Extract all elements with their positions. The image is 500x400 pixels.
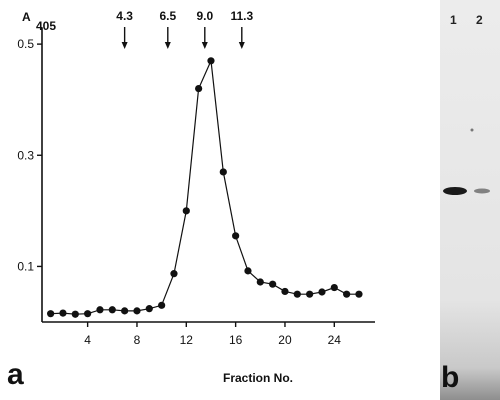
marker-arrow-head: [164, 42, 171, 49]
data-point: [108, 306, 116, 314]
x-tick-label: 8: [134, 333, 141, 347]
marker-label: 6.5: [159, 9, 176, 23]
data-point: [281, 287, 289, 296]
data-point: [121, 307, 129, 315]
data-point: [244, 267, 252, 275]
data-point: [158, 301, 166, 309]
panel-label-b: b: [441, 361, 459, 394]
data-point: [47, 310, 55, 318]
data-point: [133, 307, 141, 315]
panel-label-a: a: [7, 358, 24, 391]
data-point: [71, 310, 79, 318]
data-point: [182, 207, 190, 215]
x-axis-ticks: 4 8 12 16 20 24: [84, 322, 341, 347]
data-point: [269, 280, 277, 288]
gel-background: [440, 0, 500, 400]
data-point: [318, 288, 326, 296]
data-point: [306, 290, 314, 298]
gel-band-lane-1: [443, 187, 467, 195]
x-tick-label: 12: [180, 333, 194, 347]
marker-arrow-head: [201, 42, 208, 49]
data-point: [145, 305, 153, 313]
y-axis-label: A: [22, 10, 31, 24]
x-tick-label: 20: [278, 333, 292, 347]
gel-speck: [470, 128, 474, 132]
data-point: [195, 84, 203, 93]
lane-label-1: 1: [450, 13, 457, 27]
data-point: [293, 290, 301, 298]
data-point: [256, 278, 264, 286]
marker-arrows: 4.3 6.5 9.0 11.3: [116, 9, 253, 49]
data-point: [59, 309, 67, 317]
data-point: [219, 168, 227, 176]
data-point: [343, 290, 351, 298]
data-point: [330, 283, 338, 292]
y-tick-label: 0.5: [17, 37, 34, 51]
marker-label: 4.3: [116, 9, 133, 23]
gel-panel: 1 2 b: [440, 0, 500, 400]
gel-band-lane-2: [474, 188, 490, 194]
chromatography-chart: 0.1 0.3 0.5 4 8 12 16 20 24 4.3 6.5 9.0 11.3 A 405…: [7, 9, 375, 391]
marker-arrow-head: [121, 42, 128, 49]
data-point: [355, 290, 363, 298]
x-tick-label: 24: [328, 333, 342, 347]
marker-label: 9.0: [196, 9, 213, 23]
x-tick-label: 16: [229, 333, 243, 347]
x-axis-title: Fraction No.: [223, 371, 293, 385]
y-axis-label-subscript: 405: [36, 19, 56, 33]
data-point: [170, 270, 178, 278]
data-points: [47, 57, 363, 318]
marker-arrow-head: [238, 42, 245, 49]
data-point: [84, 310, 92, 318]
series-path: [50, 58, 359, 315]
data-point: [207, 57, 215, 65]
y-axis-ticks: 0.1 0.3 0.5: [17, 37, 42, 273]
plot-axes: [41, 28, 375, 323]
series-line: [50, 58, 359, 315]
data-point: [96, 306, 104, 314]
y-tick-label: 0.1: [17, 259, 34, 273]
y-tick-label: 0.3: [17, 148, 34, 162]
lane-label-2: 2: [476, 13, 483, 27]
x-tick-label: 4: [84, 333, 91, 347]
marker-label: 11.3: [230, 9, 253, 23]
data-point: [232, 232, 240, 240]
